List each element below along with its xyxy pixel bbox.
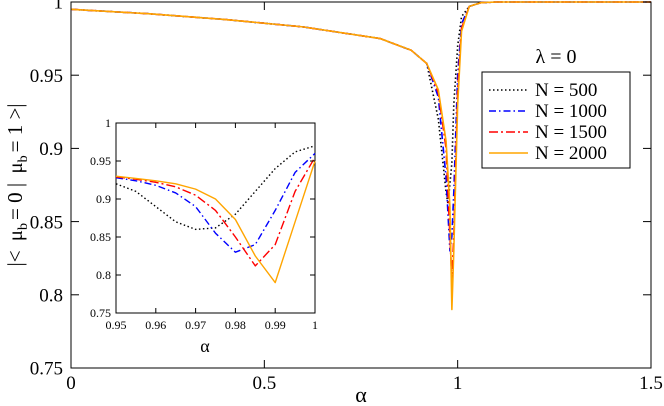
main-x-tick-label: 1.5 [639,373,663,394]
main-x-tick-label: 0 [66,373,76,394]
inset-x-tick-label: 0.98 [225,318,246,332]
inset-x-tick-label: 1 [312,318,318,332]
main-y-tick-label: 0.85 [30,212,63,233]
main-y-tick-label: 0.75 [30,359,63,380]
main-x-tick-label: 0.5 [252,373,276,394]
inset-y-tick-label: 0.85 [90,230,111,244]
main-x-axis-label: α [355,382,367,406]
main-y-tick-label: 0.9 [39,139,63,160]
main-y-ticks: 0.75 0.8 0.85 0.9 0.95 1 [30,0,651,380]
inset-x-axis-label: α [200,336,210,356]
inset-series-line-2 [115,152,316,253]
inset-series-line-1 [115,145,316,231]
inset-x-tick-label: 0.95 [106,318,127,332]
main-x-tick-label: 1 [453,373,463,394]
main-x-ticks: 0 0.5 1 1.5 [66,2,663,394]
legend-box [481,71,631,169]
main-y-tick-label: 0.8 [39,285,63,306]
inset-plot-frame [115,122,316,314]
inset-x-ticks: 0.95 0.96 0.97 0.98 0.99 1 [106,123,318,332]
legend-entry-label: N = 1000 [535,101,607,122]
main-y-tick-label: 1 [54,0,64,14]
main-y-axis-label: |< μb= 0 | μb= 1 >| [3,103,31,266]
legend-entry-label: N = 1500 [535,122,607,143]
legend-title: λ = 0 [536,46,577,68]
main-series-line-4 [70,1,651,311]
inset-y-tick-label: 0.9 [96,192,111,206]
inset-chart: 0.95 0.96 0.97 0.98 0.99 1 0.750.80.850.90.95… [90,116,318,356]
main-y-tick-label: 0.95 [30,66,63,87]
inset-x-tick-label: 0.99 [265,318,286,332]
inset-y-tick-label: 0.95 [90,154,111,168]
inset-x-tick-label: 0.96 [145,318,166,332]
legend-entry-label: N = 500 [535,80,597,101]
legend-entry-label: N = 2000 [535,143,607,164]
inset-series-group [115,145,316,284]
inset-y-tick-label: 0.75 [90,306,111,320]
inset-y-ticks: 0.75 0.8 0.85 0.9 0.95 1 [90,116,315,320]
main-series-group [70,1,651,311]
inset-series-line-4 [115,160,316,284]
inset-y-tick-label: 0.8 [96,268,111,282]
inset-y-tick-label: 1 [105,116,111,130]
inset-x-tick-label: 0.97 [185,318,206,332]
inset-series-line-3 [115,156,316,267]
